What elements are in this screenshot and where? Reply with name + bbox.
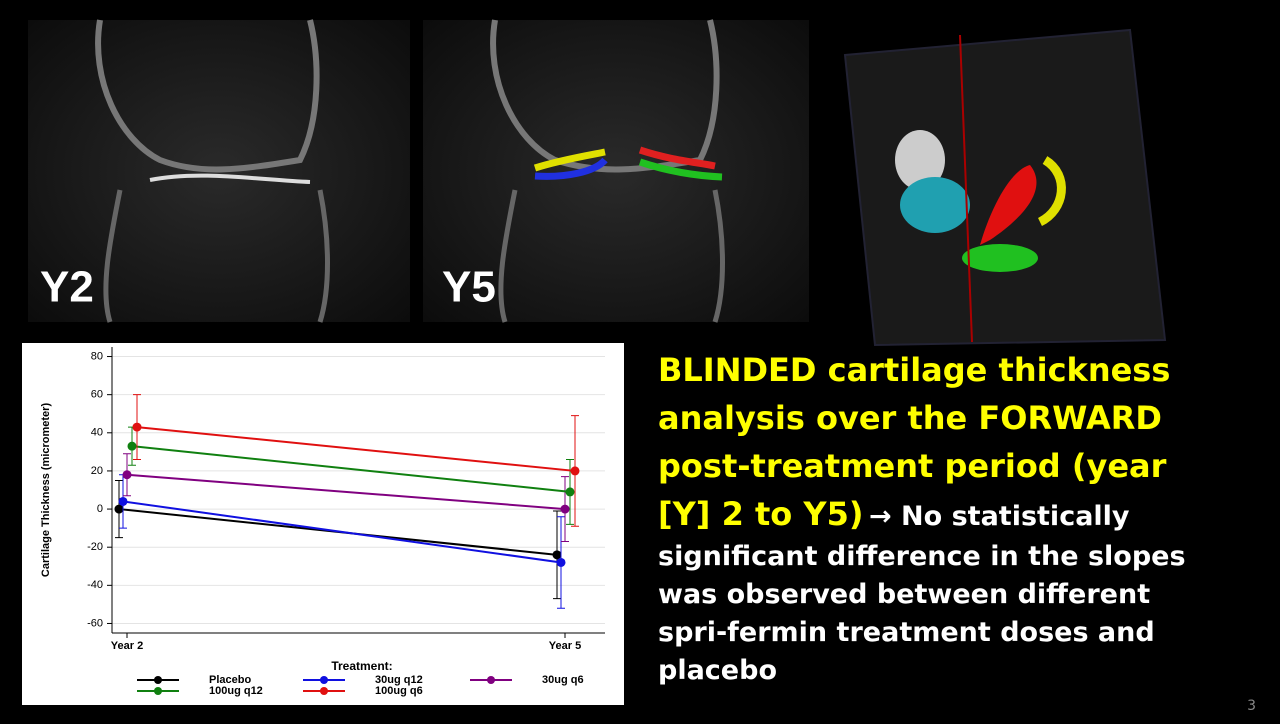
y-tick-label: 80	[91, 350, 103, 362]
data-point	[560, 504, 570, 514]
data-point	[118, 496, 128, 506]
data-point	[132, 422, 142, 432]
slide-text: BLINDED cartilage thickness analysis ove…	[658, 346, 1218, 690]
legend-marker	[154, 687, 162, 695]
series-line	[126, 473, 566, 511]
legend-label: 30ug q6	[542, 674, 584, 686]
y-tick-label: 0	[97, 503, 103, 515]
y-tick-label: 40	[91, 427, 103, 439]
image-label: Y2	[40, 263, 94, 312]
image-label: Y5	[442, 263, 496, 312]
series-line	[136, 426, 576, 472]
y-tick-label: -20	[87, 541, 103, 553]
series-line	[131, 445, 571, 493]
data-point	[565, 487, 575, 497]
legend-marker	[154, 676, 162, 684]
y-axis-title: Cartilage Thickness (micrometer)	[40, 403, 52, 578]
legend-marker	[487, 676, 495, 684]
heading: BLINDED cartilage thickness analysis ove…	[658, 351, 1171, 533]
x-tick-label: Year 5	[549, 640, 581, 652]
y-tick-label: -40	[87, 579, 103, 591]
data-point	[570, 466, 580, 476]
legend-title: Treatment:	[331, 659, 392, 673]
data-point	[552, 550, 562, 560]
legend-label: 100ug q12	[209, 685, 263, 697]
mri-3d-render	[843, 28, 1167, 347]
legend-label: Placebo	[209, 674, 251, 686]
legend-marker	[320, 676, 328, 684]
x-tick-label: Year 2	[111, 640, 143, 652]
data-point	[127, 441, 137, 451]
chart-background	[22, 343, 624, 705]
y-tick-label: 60	[91, 389, 103, 401]
legend-label: 30ug q12	[375, 674, 423, 686]
data-point	[114, 504, 124, 514]
body-text: → No statistically significant differenc…	[658, 501, 1186, 686]
data-point	[122, 470, 132, 480]
data-point	[556, 557, 566, 567]
y-tick-label: 20	[91, 465, 103, 477]
mri-image-y5: Y5	[423, 19, 809, 323]
y-tick-label: -60	[87, 617, 103, 629]
page-number: 3	[1247, 698, 1256, 714]
series-line	[122, 500, 562, 564]
legend-marker	[320, 687, 328, 695]
mri-image-y2: Y2	[28, 19, 410, 323]
legend-label: 100ug q6	[375, 685, 423, 697]
